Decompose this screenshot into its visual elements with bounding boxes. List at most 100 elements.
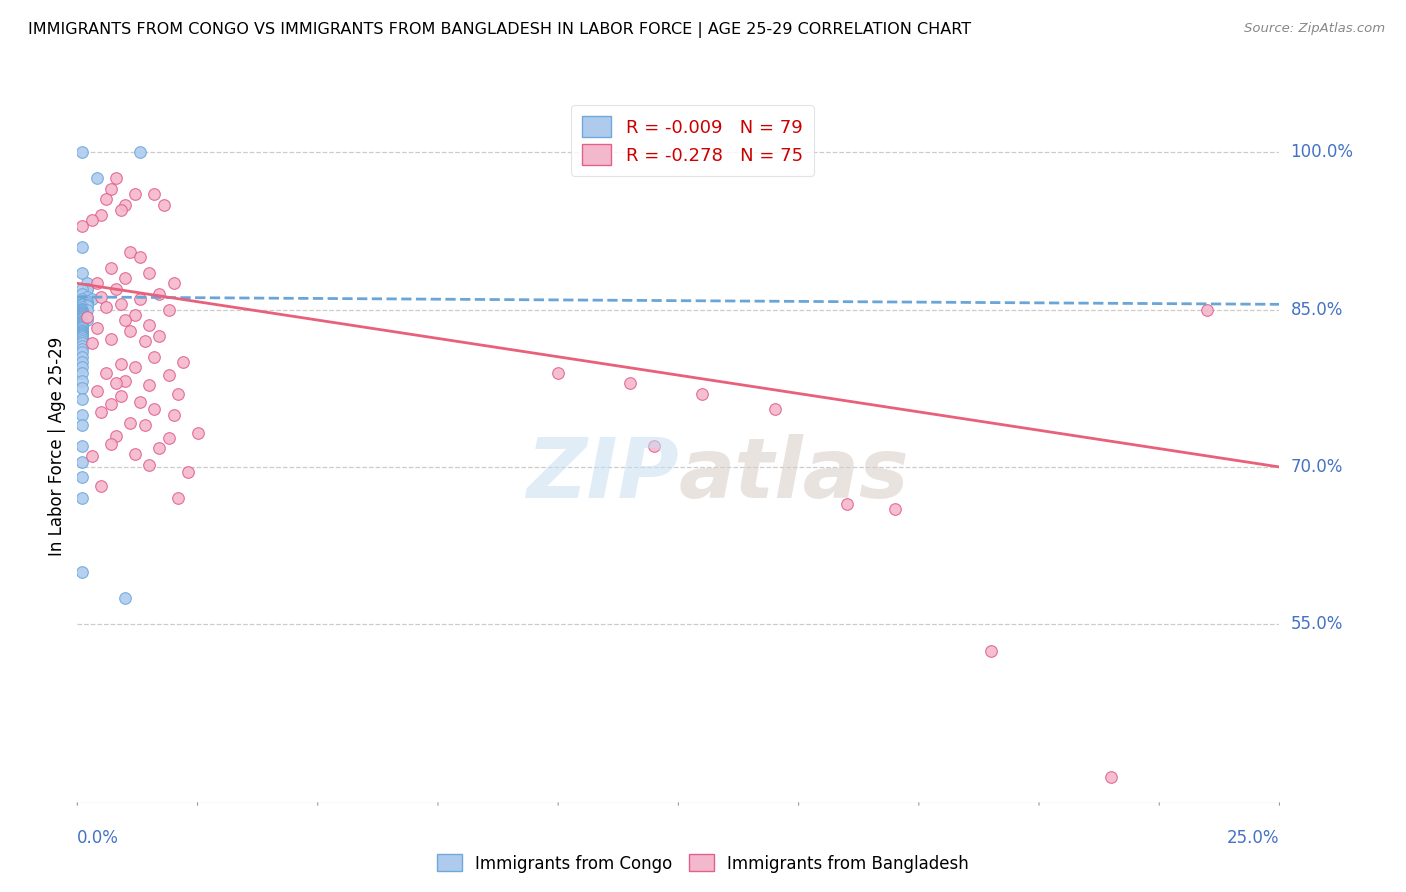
Point — [96, 301, 118, 315]
Point — [157, 302, 180, 317]
Point — [114, 591, 136, 606]
Point — [70, 320, 93, 334]
Point — [70, 326, 93, 341]
Point — [128, 292, 150, 306]
Point — [70, 297, 93, 311]
Point — [70, 470, 93, 484]
Point — [70, 334, 93, 348]
Point — [70, 439, 93, 453]
Point — [70, 326, 93, 340]
Legend: R = -0.009   N = 79, R = -0.278   N = 75: R = -0.009 N = 79, R = -0.278 N = 75 — [571, 105, 814, 176]
Point — [70, 312, 93, 326]
Point — [124, 308, 146, 322]
Point — [76, 290, 98, 304]
Point — [167, 491, 190, 506]
Point — [70, 308, 93, 322]
Point — [86, 321, 108, 335]
Point — [104, 171, 127, 186]
Point — [70, 145, 93, 160]
Point — [70, 314, 93, 328]
Point — [86, 171, 108, 186]
Point — [90, 479, 112, 493]
Point — [70, 343, 93, 357]
Point — [114, 197, 136, 211]
Point — [70, 339, 93, 353]
Point — [100, 397, 122, 411]
Point — [70, 392, 93, 406]
Point — [70, 303, 93, 318]
Text: atlas: atlas — [679, 434, 910, 515]
Point — [100, 182, 122, 196]
Point — [134, 334, 156, 348]
Point — [148, 328, 170, 343]
Point — [70, 360, 93, 375]
Point — [70, 304, 93, 318]
Y-axis label: In Labor Force | Age 25-29: In Labor Force | Age 25-29 — [48, 336, 66, 556]
Point — [76, 300, 98, 314]
Point — [70, 565, 93, 579]
Point — [90, 405, 112, 419]
Point — [128, 145, 150, 160]
Point — [114, 313, 136, 327]
Point — [70, 332, 93, 346]
Point — [172, 355, 194, 369]
Point — [114, 374, 136, 388]
Point — [110, 297, 132, 311]
Point — [70, 266, 93, 280]
Point — [157, 431, 180, 445]
Text: Source: ZipAtlas.com: Source: ZipAtlas.com — [1244, 22, 1385, 36]
Point — [70, 318, 93, 332]
Point — [835, 497, 858, 511]
Point — [134, 417, 156, 432]
Text: 100.0%: 100.0% — [1291, 143, 1354, 161]
Text: 85.0%: 85.0% — [1291, 301, 1343, 318]
Point — [1099, 770, 1122, 784]
Point — [70, 239, 93, 253]
Point — [162, 277, 184, 291]
Text: 0.0%: 0.0% — [77, 829, 120, 847]
Point — [70, 328, 93, 343]
Text: ZIP: ZIP — [526, 434, 679, 515]
Point — [80, 336, 103, 351]
Text: 55.0%: 55.0% — [1291, 615, 1343, 633]
Point — [70, 374, 93, 388]
Point — [70, 325, 93, 339]
Point — [70, 310, 93, 325]
Point — [110, 202, 132, 217]
Point — [70, 366, 93, 380]
Point — [153, 197, 176, 211]
Point — [70, 336, 93, 351]
Text: 25.0%: 25.0% — [1227, 829, 1279, 847]
Point — [76, 277, 98, 291]
Point — [76, 302, 98, 317]
Point — [70, 301, 93, 315]
Point — [70, 455, 93, 469]
Point — [186, 426, 209, 441]
Point — [70, 330, 93, 344]
Point — [138, 458, 160, 472]
Point — [110, 357, 132, 371]
Point — [70, 302, 93, 317]
Point — [148, 286, 170, 301]
Point — [120, 324, 142, 338]
Text: 70.0%: 70.0% — [1291, 458, 1343, 476]
Point — [763, 402, 786, 417]
Point — [70, 302, 93, 317]
Point — [76, 298, 98, 312]
Point — [70, 301, 93, 316]
Point — [110, 389, 132, 403]
Point — [70, 282, 93, 296]
Point — [100, 437, 122, 451]
Point — [70, 292, 93, 306]
Point — [177, 465, 200, 479]
Point — [80, 292, 103, 306]
Point — [96, 366, 118, 380]
Point — [70, 310, 93, 324]
Point — [70, 324, 93, 338]
Point — [70, 321, 93, 335]
Point — [70, 286, 93, 301]
Point — [138, 378, 160, 392]
Point — [547, 366, 569, 380]
Point — [120, 244, 142, 259]
Point — [86, 277, 108, 291]
